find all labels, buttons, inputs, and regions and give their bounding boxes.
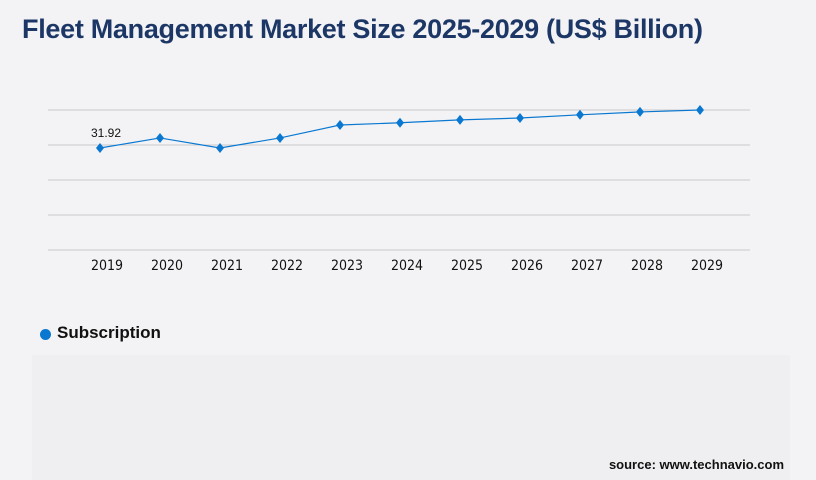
- legend-label: Subscription: [57, 323, 161, 342]
- x-tick-label: 2026: [511, 258, 543, 274]
- x-tick-label: 2028: [631, 258, 663, 274]
- x-tick-label: 2022: [271, 258, 303, 274]
- x-tick-label: 2025: [451, 258, 483, 274]
- data-point: [636, 106, 644, 117]
- line-chart: 2019 2020 2021 2022 2023 2024 2025 2026 2027 2028…: [48, 105, 750, 274]
- legend: Subscription: [40, 323, 161, 343]
- source-text: source: www.technavio.com: [608, 457, 784, 472]
- data-label: 31.92: [91, 126, 121, 140]
- x-tick-label: 2019: [91, 258, 123, 274]
- x-tick-label: 2021: [211, 258, 243, 274]
- x-tick-label: 2024: [391, 258, 423, 274]
- x-tick-label: 2027: [571, 258, 603, 274]
- data-point: [156, 132, 164, 143]
- x-tick-label: 2029: [691, 258, 723, 274]
- legend-marker-icon: [40, 329, 51, 340]
- x-tick-label: 2020: [151, 258, 183, 274]
- data-point: [696, 105, 704, 115]
- data-point: [336, 120, 344, 131]
- data-point: [396, 117, 404, 128]
- data-point: [96, 142, 104, 153]
- data-point: [576, 109, 584, 120]
- data-point: [276, 132, 284, 143]
- series-line: [99, 109, 701, 149]
- legend-panel: [32, 355, 790, 480]
- data-point: [516, 112, 524, 123]
- chart-title: Fleet Management Market Size 2025-2029 (…: [22, 14, 703, 44]
- data-point: [456, 114, 464, 125]
- x-tick-label: 2023: [331, 258, 363, 274]
- data-point: [216, 142, 224, 153]
